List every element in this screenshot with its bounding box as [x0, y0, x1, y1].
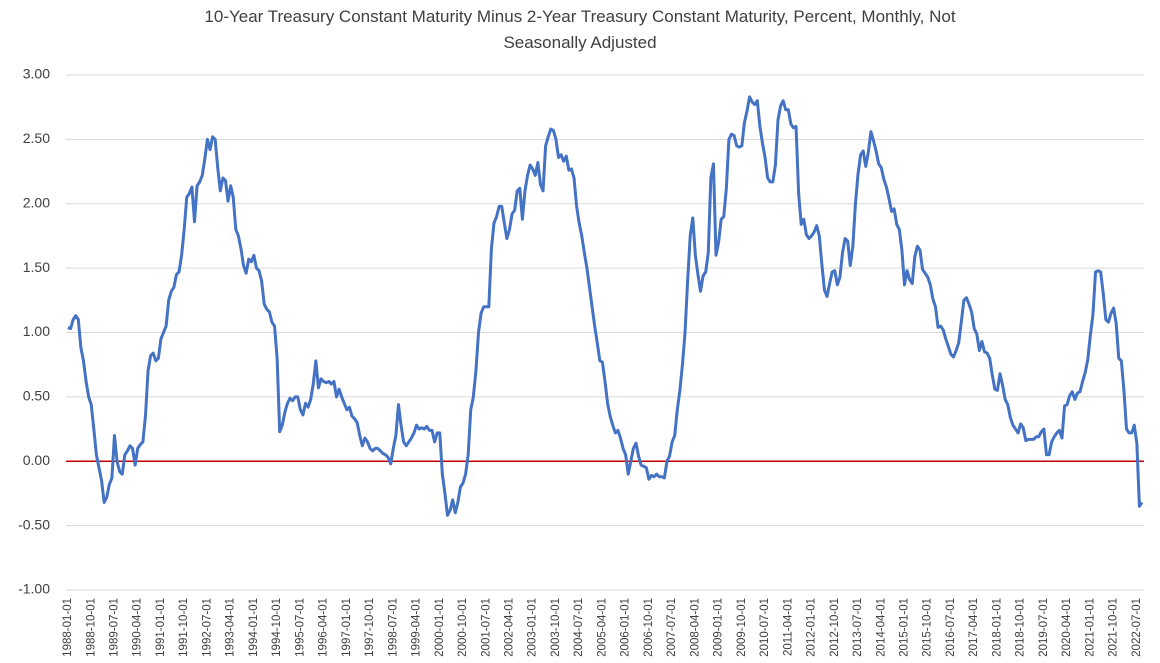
x-tick-label: 1999-04-01: [411, 598, 423, 657]
x-tick-label: 2002-04-01: [504, 598, 516, 657]
x-tick-label: 2012-10-01: [829, 598, 841, 657]
x-tick-label: 2008-04-01: [689, 598, 701, 657]
x-tick-label: 2007-07-01: [666, 598, 678, 657]
y-tick-label: 2.00: [23, 194, 50, 210]
x-tick-label: 2014-04-01: [875, 598, 887, 657]
y-tick-label: 1.50: [23, 259, 50, 275]
x-tick-label: 2016-07-01: [945, 598, 957, 657]
x-tick-label: 1992-07-01: [201, 598, 213, 657]
x-tick-label: 2006-01-01: [620, 598, 632, 657]
x-tick-label: 1989-07-01: [109, 598, 121, 657]
x-tick-label: 1994-10-01: [271, 598, 283, 657]
x-tick-label: 1991-10-01: [178, 598, 190, 657]
x-tick-label: 2005-04-01: [596, 598, 608, 657]
y-tick-label: 0.00: [23, 452, 50, 468]
x-tick-label: 2018-10-01: [1015, 598, 1027, 657]
x-tick-label: 2004-07-01: [573, 598, 585, 657]
x-tick-label: 2012-01-01: [806, 598, 818, 657]
x-tick-label: 2017-04-01: [968, 598, 980, 657]
x-tick-label: 1988-10-01: [85, 598, 97, 657]
x-tick-label: 2003-10-01: [550, 598, 562, 657]
x-tick-label: 1995-07-01: [294, 598, 306, 657]
y-tick-label: 2.50: [23, 130, 50, 146]
x-tick-label: 2011-04-01: [782, 598, 794, 656]
x-tick-label: 2021-10-01: [1108, 598, 1120, 657]
x-tick-label: 1994-01-01: [248, 598, 260, 657]
x-tick-label: 1997-01-01: [341, 598, 353, 657]
x-tick-label: 1993-04-01: [225, 598, 237, 657]
y-tick-label: -1.00: [18, 581, 50, 597]
x-tick-label: 1988-01-01: [62, 598, 74, 657]
x-tick-label: 2000-10-01: [457, 598, 469, 657]
y-tick-label: 1.00: [23, 323, 50, 339]
x-tick-label: 2022-07-01: [1131, 598, 1143, 657]
x-tick-label: 2009-01-01: [713, 598, 725, 657]
y-tick-label: -0.50: [18, 516, 50, 532]
x-tick-label: 2001-07-01: [480, 598, 492, 657]
x-tick-label: 2020-04-01: [1061, 598, 1073, 657]
x-tick-label: 2006-10-01: [643, 598, 655, 657]
x-tick-label: 2010-07-01: [759, 598, 771, 657]
x-tick-label: 1991-01-01: [155, 598, 167, 657]
y-tick-label: 0.50: [23, 388, 50, 404]
x-tick-label: 2015-01-01: [899, 598, 911, 657]
x-tick-label: 2009-10-01: [736, 598, 748, 657]
y-tick-label: 3.00: [23, 66, 50, 82]
chart-title: 10-Year Treasury Constant Maturity Minus…: [204, 7, 956, 52]
x-tick-label: 2019-07-01: [1038, 598, 1050, 657]
x-tick-label: 2000-01-01: [434, 598, 446, 657]
x-tick-label: 2015-10-01: [922, 598, 934, 657]
x-tick-label: 2003-01-01: [527, 598, 539, 657]
x-tick-label: 1996-04-01: [318, 598, 330, 657]
data-line: [67, 95, 1144, 517]
x-tick-label: 2021-01-01: [1084, 598, 1096, 657]
x-tick-label: 2018-01-01: [991, 598, 1003, 657]
x-tick-label: 1990-04-01: [132, 598, 144, 657]
x-tick-label: 1998-07-01: [387, 598, 399, 657]
x-tick-label: 1997-10-01: [364, 598, 376, 657]
x-tick-label: 2013-07-01: [852, 598, 864, 657]
